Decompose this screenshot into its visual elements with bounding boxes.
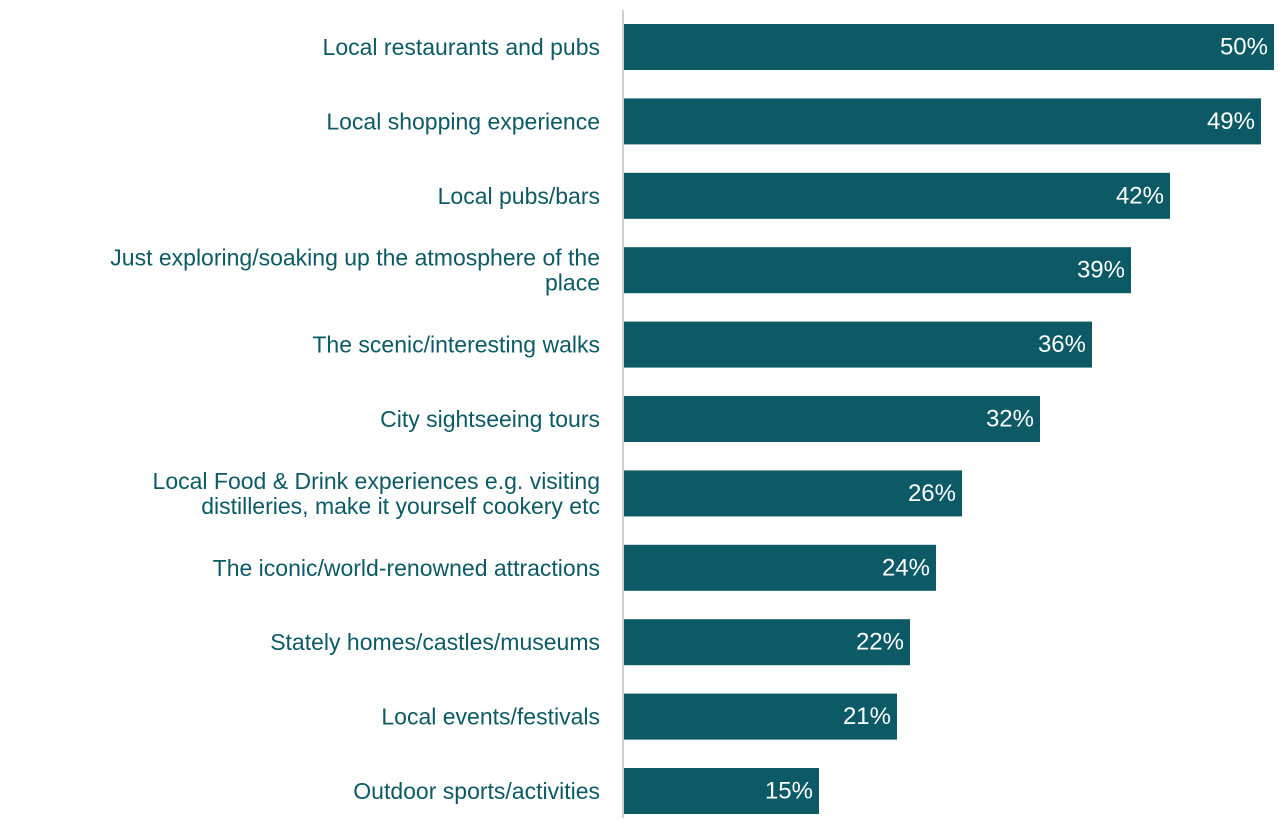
bar bbox=[624, 396, 1040, 442]
category-label: Local events/festivals bbox=[381, 704, 600, 730]
bar-value-label: 21% bbox=[843, 703, 891, 730]
category-label-line: Local shopping experience bbox=[326, 108, 600, 134]
bar bbox=[624, 98, 1261, 145]
category-label-line: Stately homes/castles/museums bbox=[270, 629, 600, 655]
category-label: Local shopping experience bbox=[326, 108, 600, 134]
category-labels-group: Local restaurants and pubs Local shopping… bbox=[110, 34, 600, 804]
category-label-line: Local pubs/bars bbox=[438, 183, 600, 209]
category-label: The iconic/world-renowned attractions bbox=[213, 555, 600, 581]
bar-value-label: 50% bbox=[1220, 34, 1268, 61]
category-label: Stately homes/castles/museums bbox=[270, 629, 600, 655]
category-label: Just exploring/soaking up the atmosphere… bbox=[110, 245, 600, 296]
bar bbox=[624, 24, 1274, 70]
value-labels-group: 50% 49% 42% 39% 36% 32% 26% 24% 22% 21% 15% bbox=[765, 34, 1268, 805]
category-label: Local Food & Drink experiences e.g. visi… bbox=[153, 468, 600, 519]
bar-value-label: 36% bbox=[1038, 331, 1086, 358]
bar bbox=[624, 321, 1092, 368]
category-label: Outdoor sports/activities bbox=[353, 778, 600, 804]
bar-value-label: 15% bbox=[765, 778, 813, 805]
category-label-line: Just exploring/soaking up the atmosphere… bbox=[110, 245, 600, 271]
bar-value-label: 42% bbox=[1116, 182, 1164, 209]
category-label-line: Local restaurants and pubs bbox=[323, 34, 600, 60]
bar-value-label: 49% bbox=[1207, 108, 1255, 135]
category-label-line: Local events/festivals bbox=[381, 704, 600, 730]
category-label-line: Outdoor sports/activities bbox=[353, 778, 600, 804]
category-label-line: Local Food & Drink experiences e.g. visi… bbox=[153, 468, 600, 494]
bar bbox=[624, 768, 819, 814]
bar bbox=[624, 619, 910, 666]
category-label: Local restaurants and pubs bbox=[323, 34, 600, 60]
category-label-line: place bbox=[545, 270, 600, 296]
bar bbox=[624, 544, 936, 591]
bar-value-label: 22% bbox=[856, 629, 904, 656]
bars-group bbox=[624, 24, 1274, 814]
bar-value-label: 26% bbox=[908, 480, 956, 507]
bar bbox=[624, 247, 1131, 294]
bar-value-label: 39% bbox=[1077, 257, 1125, 284]
category-label-line: The scenic/interesting walks bbox=[312, 332, 600, 358]
category-label: Local pubs/bars bbox=[438, 183, 600, 209]
bar bbox=[624, 172, 1170, 219]
category-label-line: The iconic/world-renowned attractions bbox=[213, 555, 600, 581]
bar-value-label: 32% bbox=[986, 406, 1034, 433]
bar bbox=[624, 470, 962, 517]
category-label-line: City sightseeing tours bbox=[380, 406, 600, 432]
bar-value-label: 24% bbox=[882, 554, 930, 581]
category-label: The scenic/interesting walks bbox=[312, 332, 600, 358]
bar bbox=[624, 693, 897, 740]
category-label: City sightseeing tours bbox=[380, 406, 600, 432]
category-label-line: distilleries, make it yourself cookery e… bbox=[201, 493, 600, 519]
